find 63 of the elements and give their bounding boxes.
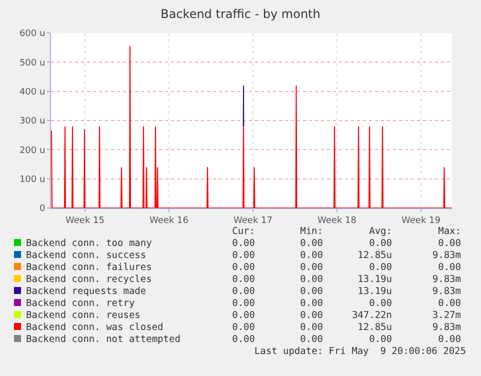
text: 0.00 bbox=[300, 238, 323, 250]
y-tick-label: 600 u bbox=[19, 29, 46, 40]
text: 12.85u bbox=[358, 250, 392, 262]
x-tick-label: Week 16 bbox=[150, 216, 189, 226]
text: 0.00 bbox=[232, 274, 255, 286]
x-tick-label: Week 17 bbox=[234, 216, 272, 226]
text: 0.00 bbox=[300, 286, 323, 298]
text: 12.85u bbox=[358, 322, 392, 334]
text: 0.00 bbox=[232, 310, 255, 322]
text: Max: bbox=[438, 226, 461, 238]
legend-label: Backend conn. not attempted bbox=[25, 334, 180, 346]
text: 0.00 bbox=[232, 250, 255, 262]
text: 0.00 bbox=[300, 334, 323, 346]
text: Avg: bbox=[369, 226, 392, 238]
text: 0.00 bbox=[300, 298, 323, 310]
text: 13.19u bbox=[358, 286, 392, 298]
text: Last update: Fri May 9 20:00:06 2025 bbox=[254, 346, 466, 358]
legend-label: Backend conn. was closed bbox=[25, 322, 164, 334]
y-tick-label: 200 u bbox=[19, 146, 46, 156]
x-tick-label: Week 19 bbox=[402, 216, 441, 226]
text: 0.00 bbox=[369, 334, 392, 346]
text: 0.00 bbox=[300, 274, 323, 286]
x-tick-label: Week 18 bbox=[318, 216, 357, 226]
text: 3.27m bbox=[432, 310, 461, 322]
text: 0.00 bbox=[438, 334, 461, 346]
text: 0.00 bbox=[232, 286, 255, 298]
text: 0.00 bbox=[438, 298, 461, 310]
y-tick-label: 0 bbox=[39, 204, 46, 214]
y-tick-label: 500 u bbox=[19, 58, 46, 68]
text: 9.83m bbox=[432, 322, 461, 334]
text: 0.00 bbox=[369, 238, 392, 250]
text: 0.00 bbox=[232, 238, 255, 250]
text: 9.83m bbox=[432, 274, 461, 286]
text: 0.00 bbox=[369, 298, 392, 310]
text: 0.00 bbox=[232, 322, 255, 334]
text: 0.00 bbox=[300, 310, 323, 322]
text: Min: bbox=[300, 226, 323, 238]
text: 0.00 bbox=[369, 262, 392, 274]
text: 0.00 bbox=[232, 262, 255, 274]
text: Cur: bbox=[232, 226, 255, 238]
legend-label: Backend conn. failures bbox=[25, 262, 152, 274]
text: 0.00 bbox=[438, 238, 461, 250]
chart-title: Backend traffic - by month bbox=[160, 6, 320, 21]
legend-label: Backend conn. success bbox=[25, 250, 146, 262]
text: 0.00 bbox=[300, 250, 323, 262]
text: 9.83m bbox=[432, 250, 461, 262]
text: 0.00 bbox=[300, 322, 323, 334]
x-tick-label: Week 15 bbox=[66, 216, 104, 226]
text: 13.19u bbox=[358, 274, 392, 286]
legend-label: Backend conn. recycles bbox=[25, 274, 152, 286]
y-tick-label: 400 u bbox=[19, 87, 46, 98]
text: 347.22n bbox=[352, 310, 392, 322]
legend-label: Backend conn. reuses bbox=[25, 310, 140, 322]
legend-label: Backend conn. retry bbox=[25, 298, 135, 310]
text: 0.00 bbox=[232, 298, 255, 310]
legend-label: Backend conn. too many bbox=[25, 238, 152, 250]
legend-label: Backend requests made bbox=[25, 286, 146, 298]
text: 0.00 bbox=[300, 262, 323, 274]
text: 9.83m bbox=[432, 286, 461, 298]
text: 0.00 bbox=[438, 262, 461, 274]
text: 0.00 bbox=[232, 334, 255, 346]
y-tick-label: 100 u bbox=[19, 174, 46, 185]
y-tick-label: 300 u bbox=[19, 116, 46, 127]
